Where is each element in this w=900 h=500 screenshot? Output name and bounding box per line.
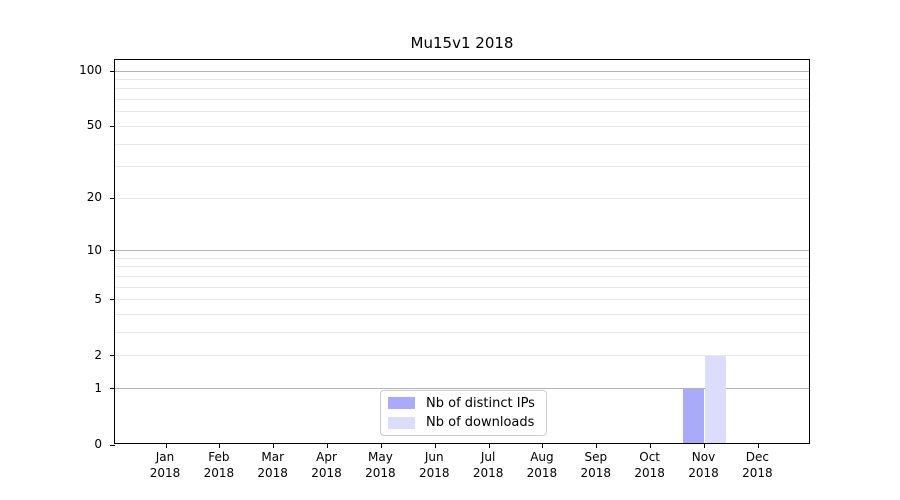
y-tick-label: 2 <box>94 347 102 362</box>
legend-swatch-downloads <box>388 416 415 429</box>
bar <box>704 355 727 443</box>
x-tick-label: Sep 2018 <box>564 449 628 481</box>
y-tick-mark <box>110 299 115 301</box>
minor-gridline <box>115 355 809 357</box>
y-tick-mark <box>110 197 115 199</box>
x-tick-mark <box>650 443 652 448</box>
minor-gridline <box>115 78 809 80</box>
bar <box>682 388 705 443</box>
minor-gridline <box>115 266 809 268</box>
chart-title: Mu15v1 2018 <box>410 34 514 52</box>
legend-item-downloads: Nb of downloads <box>388 415 538 432</box>
y-tick-mark <box>110 388 115 390</box>
x-tick-label-month: Mar <box>261 450 284 464</box>
x-tick-label-year: 2018 <box>526 466 558 480</box>
x-tick-label-month: Aug <box>530 450 554 464</box>
x-tick-label-year: 2018 <box>472 466 504 480</box>
y-tick-label: 0 <box>94 437 102 451</box>
minor-gridline <box>115 197 809 199</box>
legend: Nb of distinct IPs Nb of downloads <box>380 390 547 436</box>
y-tick-label: 1 <box>94 380 102 395</box>
x-tick-mark <box>434 443 436 448</box>
minor-gridline <box>115 286 809 288</box>
y-tick-mark <box>110 125 115 127</box>
x-tick-label: Jun 2018 <box>402 449 466 481</box>
x-tick-mark <box>219 443 221 448</box>
x-tick-mark <box>327 443 329 448</box>
x-tick-label: Feb 2018 <box>187 449 251 481</box>
minor-gridline <box>115 88 809 90</box>
x-tick-label-year: 2018 <box>311 466 342 480</box>
x-tick-label-year: 2018 <box>418 466 450 480</box>
minor-gridline <box>115 275 809 277</box>
major-gridline <box>115 70 809 72</box>
x-tick-mark <box>165 443 167 448</box>
x-tick-mark <box>380 443 382 448</box>
x-tick-label-month: Dec <box>745 450 769 464</box>
minor-gridline <box>115 332 809 334</box>
x-tick-label-month: Jul <box>480 450 496 464</box>
plot-area <box>110 59 810 448</box>
x-tick-label-year: 2018 <box>149 466 181 480</box>
x-tick-label-month: Sep <box>584 450 608 464</box>
y-tick-mark <box>110 70 115 72</box>
x-tick-label-year: 2018 <box>580 466 612 480</box>
minor-gridline <box>115 166 809 168</box>
x-tick-label-year: 2018 <box>742 466 773 480</box>
legend-label-downloads: Nb of downloads <box>426 415 535 431</box>
x-tick-label: Dec 2018 <box>725 449 789 481</box>
minor-gridline <box>115 99 809 101</box>
y-tick-label: 5 <box>94 291 102 306</box>
x-tick-label-month: Feb <box>208 450 230 464</box>
x-tick-mark <box>273 443 275 448</box>
minor-gridline <box>115 125 809 127</box>
minor-gridline <box>115 111 809 113</box>
minor-gridline <box>115 143 809 145</box>
x-tick-mark <box>704 443 705 448</box>
x-tick-label-month: Jan <box>155 450 175 464</box>
x-tick-mark <box>542 443 544 448</box>
minor-gridline <box>115 299 809 301</box>
legend-label-distinct-ips: Nb of distinct IPs <box>426 395 535 411</box>
x-tick-label-month: May <box>367 450 393 464</box>
y-tick-mark <box>110 355 115 357</box>
minor-gridline <box>115 257 809 259</box>
x-tick-label-year: 2018 <box>365 466 396 480</box>
y-tick-label: 10 <box>86 242 102 257</box>
x-tick-label-year: 2018 <box>688 466 719 480</box>
major-gridline <box>115 388 809 390</box>
legend-swatch-distinct-ips <box>388 397 415 410</box>
y-tick-label: 100 <box>79 63 102 77</box>
legend-item-distinct-ips: Nb of distinct IPs <box>388 395 538 412</box>
x-tick-mark <box>488 443 490 448</box>
x-tick-label: Mar 2018 <box>241 449 305 481</box>
x-tick-label: Aug 2018 <box>510 449 574 481</box>
y-tick-label: 20 <box>86 190 102 205</box>
x-tick-label: Nov 2018 <box>672 449 736 481</box>
x-tick-label: Oct 2018 <box>618 449 682 481</box>
x-tick-label: Jan 2018 <box>133 449 197 481</box>
x-tick-label: May 2018 <box>348 449 412 481</box>
x-tick-label-year: 2018 <box>203 466 235 480</box>
x-tick-label-month: Nov <box>691 450 716 464</box>
x-tick-label-year: 2018 <box>257 466 288 480</box>
major-gridline <box>115 250 809 252</box>
x-tick-mark <box>757 443 759 448</box>
x-tick-label-month: Jun <box>424 450 444 464</box>
y-tick-mark <box>110 250 115 252</box>
x-tick-label: Jul 2018 <box>456 449 520 481</box>
x-tick-label: Apr 2018 <box>295 449 359 481</box>
x-tick-label-month: Apr <box>316 450 337 464</box>
minor-gridline <box>115 314 809 316</box>
x-tick-label-month: Oct <box>639 450 661 464</box>
y-tick-mark <box>110 444 115 446</box>
y-tick-label: 50 <box>86 118 102 133</box>
x-tick-label-year: 2018 <box>634 466 665 480</box>
x-tick-mark <box>596 443 598 448</box>
